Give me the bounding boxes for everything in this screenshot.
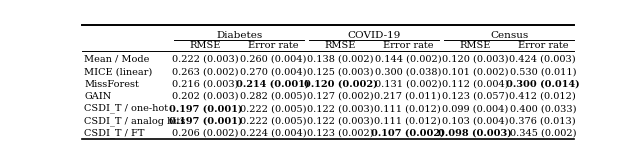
Text: 0.111 (0.012): 0.111 (0.012) xyxy=(374,104,441,113)
Text: 0.216 (0.003): 0.216 (0.003) xyxy=(172,80,239,89)
Text: 0.214 (0.001): 0.214 (0.001) xyxy=(236,80,310,89)
Text: CSDI_T / analog bits: CSDI_T / analog bits xyxy=(84,116,186,126)
Text: 0.122 (0.003): 0.122 (0.003) xyxy=(307,116,374,125)
Text: Census: Census xyxy=(490,31,528,40)
Text: MissForest: MissForest xyxy=(84,80,140,89)
Text: 0.197 (0.001): 0.197 (0.001) xyxy=(169,116,242,125)
Text: 0.206 (0.002): 0.206 (0.002) xyxy=(172,129,239,138)
Text: 0.120 (0.003): 0.120 (0.003) xyxy=(442,55,509,64)
Text: 0.111 (0.012): 0.111 (0.012) xyxy=(374,116,441,125)
Text: 0.197 (0.001): 0.197 (0.001) xyxy=(169,104,242,113)
Text: 0.222 (0.005): 0.222 (0.005) xyxy=(240,116,306,125)
Text: 0.099 (0.004): 0.099 (0.004) xyxy=(442,104,508,113)
Text: 0.120 (0.002): 0.120 (0.002) xyxy=(303,80,377,89)
Text: 0.125 (0.003): 0.125 (0.003) xyxy=(307,67,374,76)
Text: 0.260 (0.004): 0.260 (0.004) xyxy=(240,55,306,64)
Text: 0.282 (0.005): 0.282 (0.005) xyxy=(240,92,306,101)
Text: 0.270 (0.004): 0.270 (0.004) xyxy=(240,67,306,76)
Text: 0.131 (0.002): 0.131 (0.002) xyxy=(374,80,441,89)
Text: Error rate: Error rate xyxy=(248,41,298,50)
Text: RMSE: RMSE xyxy=(460,41,491,50)
Text: COVID-19: COVID-19 xyxy=(348,31,401,40)
Text: 0.202 (0.003): 0.202 (0.003) xyxy=(172,92,239,101)
Text: 0.376 (0.013): 0.376 (0.013) xyxy=(509,116,576,125)
Text: 0.400 (0.033): 0.400 (0.033) xyxy=(509,104,576,113)
Text: 0.101 (0.002): 0.101 (0.002) xyxy=(442,67,509,76)
Text: 0.263 (0.002): 0.263 (0.002) xyxy=(172,67,239,76)
Text: RMSE: RMSE xyxy=(324,41,356,50)
Text: 0.127 (0.002): 0.127 (0.002) xyxy=(307,92,374,101)
Text: 0.300 (0.038): 0.300 (0.038) xyxy=(374,67,441,76)
Text: 0.098 (0.003): 0.098 (0.003) xyxy=(438,129,512,138)
Text: 0.103 (0.004): 0.103 (0.004) xyxy=(442,116,509,125)
Text: 0.123 (0.002): 0.123 (0.002) xyxy=(307,129,374,138)
Text: 0.144 (0.002): 0.144 (0.002) xyxy=(374,55,441,64)
Text: 0.530 (0.011): 0.530 (0.011) xyxy=(509,67,576,76)
Text: GAIN: GAIN xyxy=(84,92,112,101)
Text: 0.138 (0.002): 0.138 (0.002) xyxy=(307,55,374,64)
Text: Error rate: Error rate xyxy=(518,41,568,50)
Text: 0.107 (0.002): 0.107 (0.002) xyxy=(371,129,445,138)
Text: Error rate: Error rate xyxy=(383,41,433,50)
Text: 0.222 (0.005): 0.222 (0.005) xyxy=(240,104,306,113)
Text: 0.345 (0.002): 0.345 (0.002) xyxy=(509,129,576,138)
Text: 0.217 (0.011): 0.217 (0.011) xyxy=(374,92,441,101)
Text: 0.122 (0.003): 0.122 (0.003) xyxy=(307,104,374,113)
Text: 0.123 (0.057): 0.123 (0.057) xyxy=(442,92,509,101)
Text: CSDI_T / FT: CSDI_T / FT xyxy=(84,128,145,138)
Text: Mean / Mode: Mean / Mode xyxy=(84,55,150,64)
Text: 0.224 (0.004): 0.224 (0.004) xyxy=(239,129,307,138)
Text: CSDI_T / one-hot: CSDI_T / one-hot xyxy=(84,104,168,113)
Text: 0.222 (0.003): 0.222 (0.003) xyxy=(172,55,239,64)
Text: 0.112 (0.004): 0.112 (0.004) xyxy=(442,80,509,89)
Text: 0.412 (0.012): 0.412 (0.012) xyxy=(509,92,576,101)
Text: Diabetes: Diabetes xyxy=(216,31,262,40)
Text: MICE (linear): MICE (linear) xyxy=(84,67,153,76)
Text: 0.300 (0.014): 0.300 (0.014) xyxy=(506,80,580,89)
Text: RMSE: RMSE xyxy=(190,41,221,50)
Text: 0.424 (0.003): 0.424 (0.003) xyxy=(509,55,576,64)
